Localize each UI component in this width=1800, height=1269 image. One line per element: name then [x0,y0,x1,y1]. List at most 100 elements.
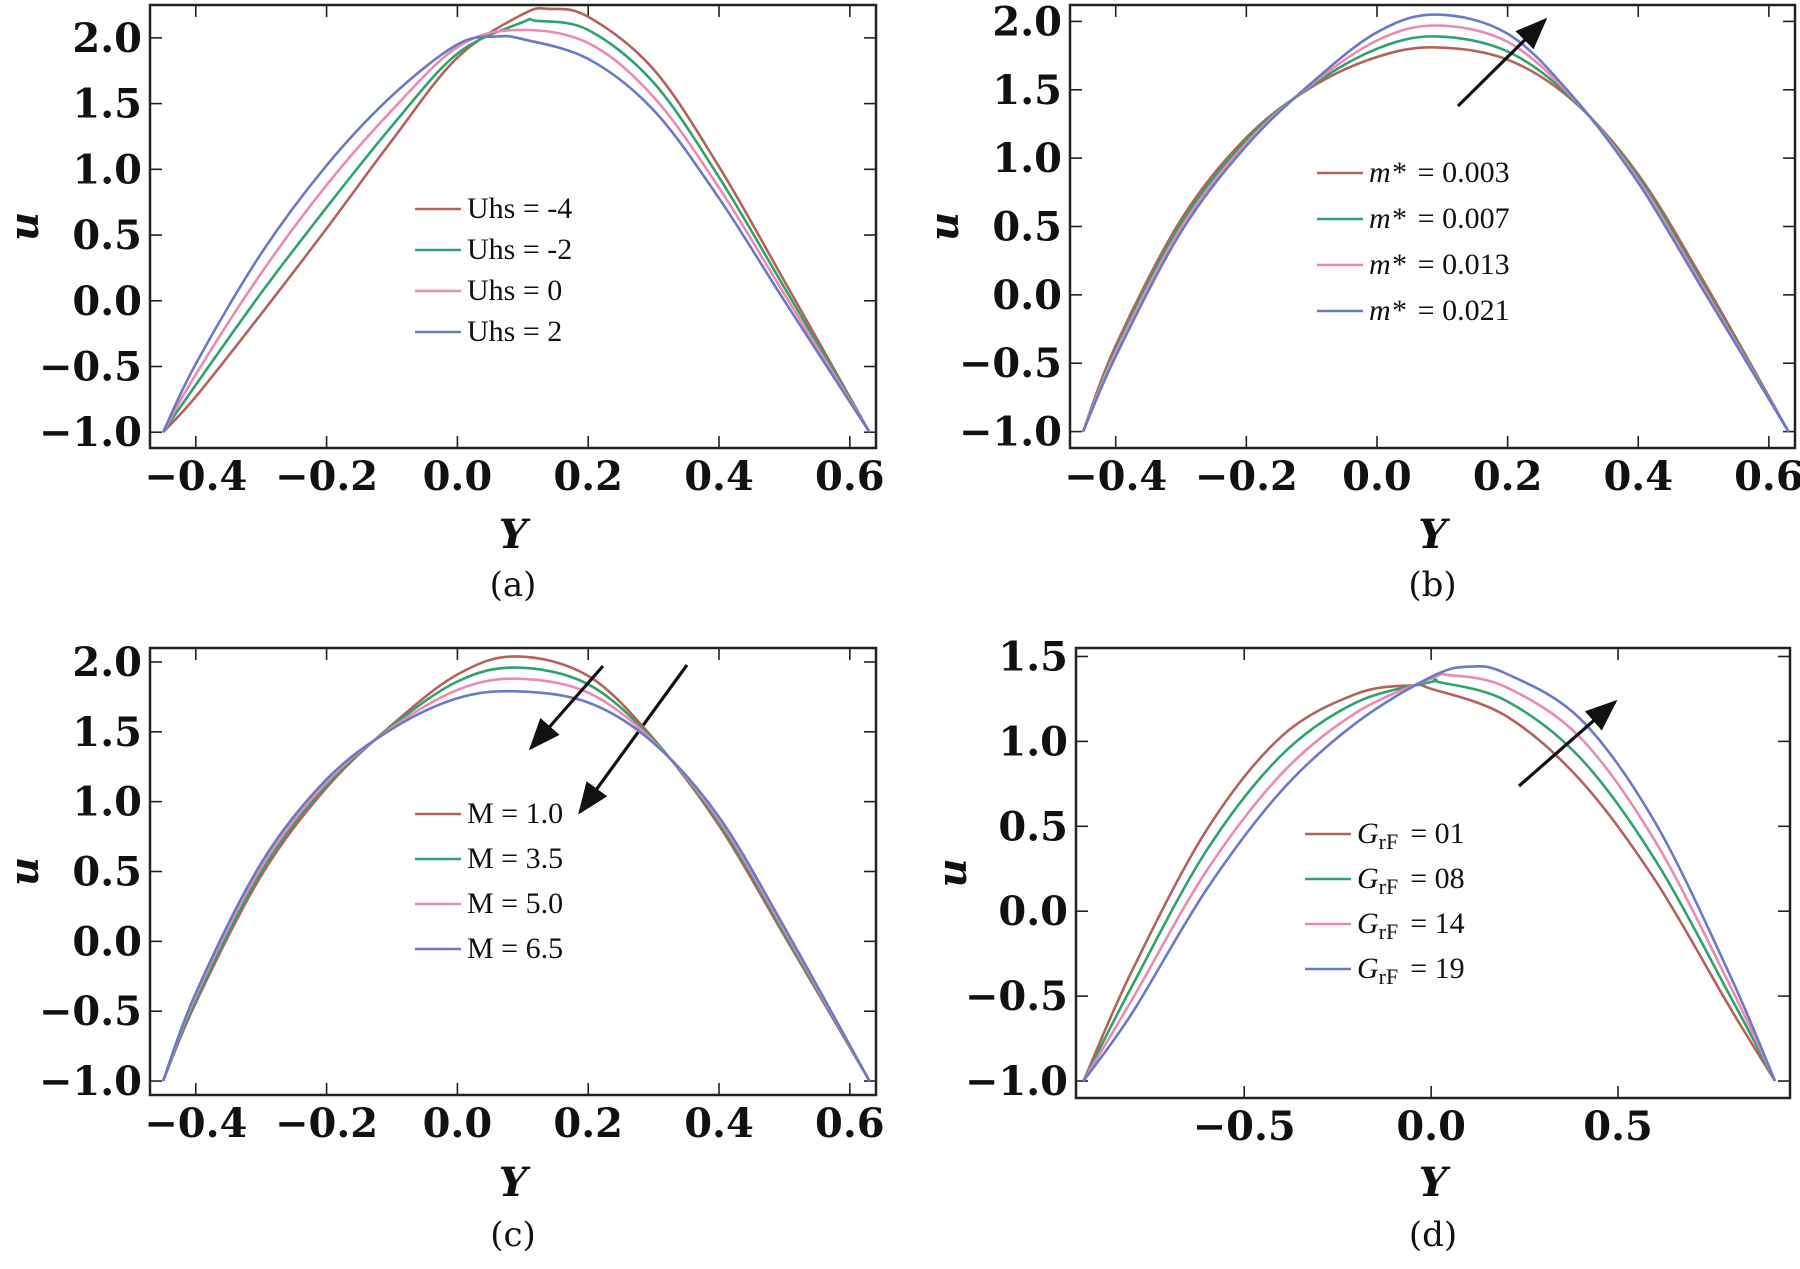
x-tick-label: 0.4 [684,453,754,500]
trend-arrow-icon [1517,699,1618,788]
plot-frame [148,3,878,450]
series-line-3 [1082,672,1777,1082]
series-line-4 [1082,664,1777,1082]
x-tick-label: 0.0 [1342,453,1412,500]
y-tick-label: 1.5 [72,709,142,756]
trend-arrow-icon [1456,17,1548,108]
y-tick-label: −0.5 [39,988,142,1035]
x-tick-label: 0.0 [423,1100,493,1147]
series-line-3 [161,28,871,433]
y-tick-label: 2.0 [72,639,142,686]
series-line-2 [162,17,871,433]
panel-caption: (b) [1408,565,1456,605]
series-line-3 [161,677,871,1082]
legend-label: m* = 0.021 [1369,294,1510,327]
x-axis-label: Y [499,1159,531,1206]
legend-label: Uhs = -2 [467,233,572,266]
trend-arrow-icon [528,664,605,751]
series-line-3 [1081,24,1790,433]
x-tick-label: 0.0 [1396,1103,1466,1150]
legend-label: m* = 0.013 [1369,248,1510,281]
y-tick-label: −0.5 [965,973,1068,1020]
x-tick-label: 0.2 [553,1100,623,1147]
y-tick-label: −0.5 [959,340,1062,387]
y-tick-label: 1.0 [72,779,142,826]
legend-label: Uhs = -4 [467,192,572,225]
legend-label: GrF = 08 [1357,862,1465,899]
x-axis-label: Y [499,511,531,558]
panel-c: −0.4 −0.2 0.0 0.2 0.4 0.6 −1.0 −0.5 0.0 0.5 1.0 1.5… [1,639,885,1255]
panel-caption: (d) [1409,1215,1457,1255]
y-tick-label: −1.0 [39,1058,142,1105]
y-tick-label: 0.0 [72,918,142,965]
panel-caption: (c) [490,1215,536,1255]
legend-label: M = 6.5 [467,932,563,965]
y-tick-label: 2.0 [992,0,1062,45]
series-line-4 [1081,13,1790,433]
y-tick-label: 1.0 [992,135,1062,182]
y-tick-label: 2.0 [72,15,142,62]
legend-label: M = 1.0 [467,797,563,830]
x-tick-label: −0.4 [1064,453,1167,500]
x-tick-label: 0.6 [1734,453,1800,500]
x-tick-label: 0.5 [1583,1103,1653,1150]
y-tick-label: 0.5 [72,212,142,259]
panel-a: −0.4 −0.2 0.0 0.2 0.4 0.6 −1.0 −0.5 0.0 0.5 1.0 1.5… [1,3,885,815]
y-axis-label: u [929,858,976,887]
x-tick-label: 0.6 [815,1100,885,1147]
x-tick-label: 0.4 [1603,453,1673,500]
y-tick-label: 0.5 [72,849,142,896]
panel-b: −0.4 −0.2 0.0 0.2 0.4 0.6 −1.0 −0.5 0.0 0.5 1.0 1.5… [921,0,1800,605]
series-line-4 [161,689,871,1082]
legend-label: GrF = 01 [1357,817,1465,854]
y-tick-label: 1.0 [998,718,1068,765]
x-tick-label: −0.2 [275,453,378,500]
x-tick-label: −0.4 [144,1100,247,1147]
legend-label: Uhs = 0 [467,274,562,307]
trend-arrow-icon [578,664,689,815]
y-tick-label: −0.5 [39,343,142,390]
legend-label: Uhs = 2 [467,315,562,348]
y-tick-label: −1.0 [959,409,1062,456]
y-tick-label: 1.5 [998,633,1068,680]
legend-label: m* = 0.007 [1369,202,1510,235]
series-line-1 [161,655,871,1082]
x-tick-label: −0.5 [1193,1103,1296,1150]
plot-frame [1074,646,1792,1100]
y-axis-label: u [1,212,48,241]
panel-d: −0.5 0.0 0.5 −1.0 −0.5 0.0 0.5 1.0 1.5 Yu (d) GrF = … [929,633,1792,1255]
x-tick-label: −0.4 [144,453,247,500]
legend-label: M = 5.0 [467,887,563,920]
series-line-4 [161,34,871,433]
legend-label: m* = 0.003 [1369,156,1510,189]
y-axis-label: u [1,857,48,886]
y-tick-label: 0.0 [72,278,142,325]
series-line-2 [1081,35,1790,433]
x-tick-label: 0.2 [553,453,623,500]
y-tick-label: 0.0 [998,888,1068,935]
y-tick-label: −1.0 [39,409,142,456]
y-tick-label: 0.5 [998,803,1068,850]
x-tick-label: 0.0 [423,453,493,500]
x-tick-label: −0.2 [275,1100,378,1147]
y-tick-label: 1.5 [72,81,142,128]
series-line-1 [162,6,871,434]
y-tick-label: 0.0 [992,272,1062,319]
y-tick-label: 1.0 [72,146,142,193]
x-axis-label: Y [1419,1159,1451,1206]
x-axis-label: Y [1418,511,1450,558]
y-axis-label: u [921,212,968,241]
y-tick-label: 0.5 [992,204,1062,251]
legend-label: M = 3.5 [467,842,563,875]
x-tick-label: 0.4 [684,1100,754,1147]
series-line-2 [161,666,871,1082]
x-tick-label: −0.2 [1195,453,1298,500]
series-line-2 [1082,678,1777,1082]
x-tick-label: 0.2 [1473,453,1543,500]
legend-label: GrF = 19 [1357,952,1465,989]
panel-caption: (a) [490,565,537,605]
x-tick-label: 0.6 [815,453,885,500]
y-tick-label: 1.5 [992,67,1062,114]
legend-label: GrF = 14 [1357,907,1465,944]
